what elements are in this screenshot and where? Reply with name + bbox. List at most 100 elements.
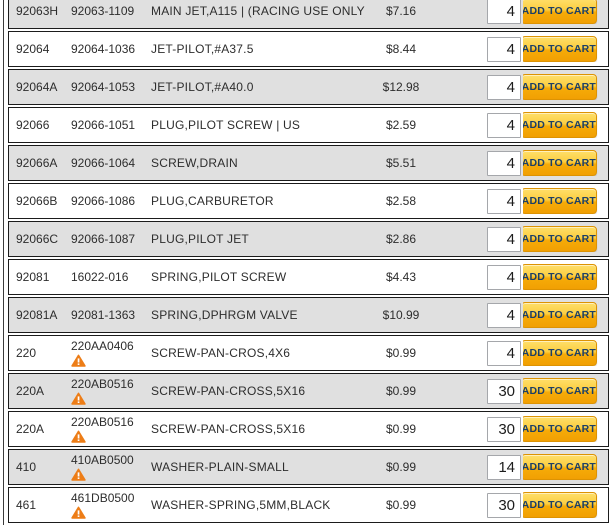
table-row: 92066A 92066-1064 SCREW,DRAIN $5.51 ADD … [8,145,609,181]
add-to-cart-button[interactable]: ADD TO CART [523,188,597,214]
quantity-cell [437,0,523,24]
price-cell: $2.86 [365,232,437,246]
table-row: 92066B 92066-1086 PLUG,CARBURETOR $2.58 … [8,183,609,219]
add-to-cart-button[interactable]: ADD TO CART [523,226,597,252]
action-cell: ADD TO CART [523,112,608,138]
ref-number: 92081 [16,270,50,284]
price-text: $7.16 [385,4,417,18]
quantity-input[interactable] [487,492,521,518]
part-number: 16022-016 [71,270,129,284]
add-to-cart-button[interactable]: ADD TO CART [523,150,597,176]
price-cell: $0.99 [365,498,437,512]
part-number-cell: 220AB0516 [71,378,151,405]
quantity-input[interactable] [487,112,521,138]
quantity-input[interactable] [487,302,521,328]
action-cell: ADD TO CART [523,0,608,24]
part-number-cell: 92066-1051 [71,119,151,132]
table-row: 92063H 92063-1109 MAIN JET,A115 | (RACIN… [8,0,609,29]
quantity-input[interactable] [487,0,521,24]
part-number: 92064-1053 [71,80,136,94]
price-text: $0.99 [385,460,417,474]
ref-cell: 220 [9,346,71,360]
part-number: 220AB0516 [71,415,134,429]
add-to-cart-button[interactable]: ADD TO CART [523,264,597,290]
price-text: $0.99 [385,422,417,436]
quantity-input[interactable] [487,454,521,480]
action-cell: ADD TO CART [523,150,608,176]
add-to-cart-button[interactable]: ADD TO CART [523,454,597,480]
quantity-input[interactable] [487,74,521,100]
ref-number: 410 [16,460,37,474]
action-cell: ADD TO CART [523,302,608,328]
part-number-cell: 92066-1086 [71,195,151,208]
quantity-input[interactable] [487,36,521,62]
ref-cell: 92066A [9,156,71,170]
description-cell: SCREW,DRAIN [151,156,365,170]
price-text: $2.59 [385,118,417,132]
part-number-cell: 16022-016 [71,271,151,284]
ref-cell: 92064A [9,80,71,94]
description-text: SPRING,DPHRGM VALVE [151,308,298,322]
quantity-input[interactable] [487,340,521,366]
quantity-input[interactable] [487,226,521,252]
price-cell: $10.99 [365,308,437,322]
add-to-cart-button[interactable]: ADD TO CART [523,112,597,138]
action-cell: ADD TO CART [523,226,608,252]
description-cell: PLUG,PILOT SCREW | US [151,118,365,132]
add-to-cart-button[interactable]: ADD TO CART [523,302,597,328]
add-to-cart-button[interactable]: ADD TO CART [523,0,597,24]
description-cell: SPRING,PILOT SCREW [151,270,365,284]
part-number: 410AB0500 [71,453,134,467]
part-number: 92063-1109 [71,4,135,18]
price-cell: $8.44 [365,42,437,56]
price-text: $0.99 [385,384,417,398]
quantity-input[interactable] [487,416,521,442]
part-number-cell: 92064-1036 [71,43,151,56]
ref-number: 92064A [16,80,58,94]
add-to-cart-button[interactable]: ADD TO CART [523,378,597,404]
action-cell: ADD TO CART [523,454,608,480]
action-cell: ADD TO CART [523,378,608,404]
warning-triangle-icon [71,468,151,481]
add-to-cart-button[interactable]: ADD TO CART [523,36,597,62]
price-text: $10.99 [382,308,420,322]
quantity-cell [437,416,523,442]
quantity-input[interactable] [487,188,521,214]
part-number-cell: 461DB0500 [71,492,151,519]
description-cell: SCREW-PAN-CROSS,5X16 [151,422,365,436]
add-to-cart-button[interactable]: ADD TO CART [523,340,597,366]
ref-number: 92066A [16,156,58,170]
part-number: 92066-1086 [71,194,136,208]
part-number-cell: 410AB0500 [71,454,151,481]
add-to-cart-button[interactable]: ADD TO CART [523,416,597,442]
description-cell: SPRING,DPHRGM VALVE [151,308,365,322]
description-text: SCREW-PAN-CROS,4X6 [151,346,291,360]
ref-number: 92063H [16,4,59,18]
price-text: $2.86 [385,232,417,246]
quantity-cell [437,74,523,100]
quantity-input[interactable] [487,378,521,404]
table-row: 92064A 92064-1053 JET-PILOT,#A40.0 $12.9… [8,69,609,105]
description-cell: PLUG,CARBURETOR [151,194,365,208]
table-row: 92081 16022-016 SPRING,PILOT SCREW $4.43… [8,259,609,295]
ref-cell: 92081A [9,308,71,322]
add-to-cart-button[interactable]: ADD TO CART [523,492,597,518]
quantity-cell [437,264,523,290]
table-row: 92064 92064-1036 JET-PILOT,#A37.5 $8.44 … [8,31,609,67]
quantity-cell [437,302,523,328]
action-cell: ADD TO CART [523,36,608,62]
part-number-cell: 92063-1109 [71,5,151,18]
quantity-input[interactable] [487,150,521,176]
description-text: PLUG,PILOT JET [151,232,249,246]
add-to-cart-button[interactable]: ADD TO CART [523,74,597,100]
description-text: SCREW-PAN-CROSS,5X16 [151,422,306,436]
ref-number: 92066B [16,194,58,208]
ref-number: 92066 [16,118,50,132]
table-row: 461 461DB0500 WASHER-SPRING,5MM,BLACK $0… [8,487,609,523]
quantity-input[interactable] [487,264,521,290]
table-row: 220 220AA0406 SCREW-PAN-CROS,4X6 $0.99 A… [8,335,609,371]
price-text: $5.51 [385,156,417,170]
price-cell: $7.16 [365,4,437,18]
part-number: 461DB0500 [71,491,135,505]
quantity-cell [437,340,523,366]
